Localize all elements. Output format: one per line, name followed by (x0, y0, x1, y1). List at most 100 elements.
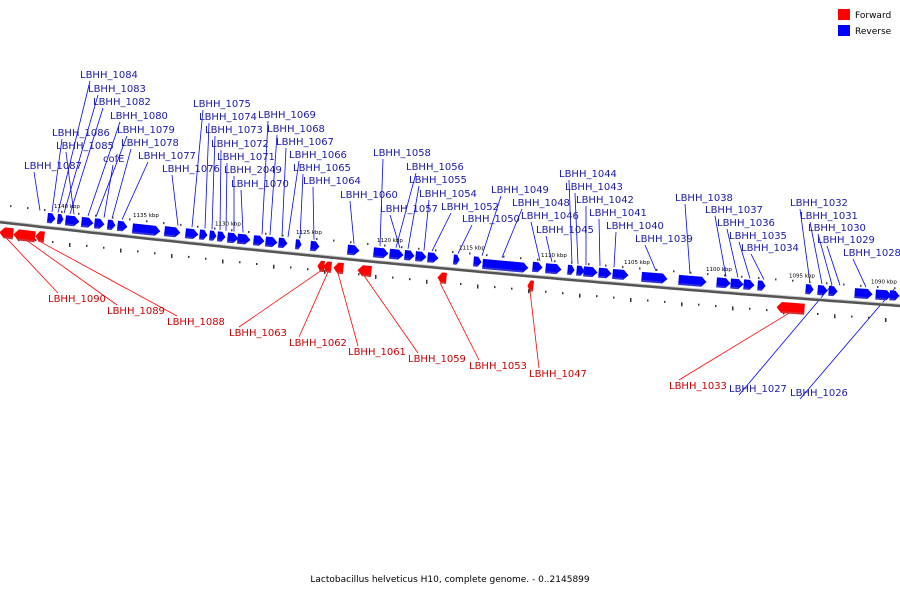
gene-label[interactable]: LBHH_1079 (117, 125, 175, 136)
gene-label[interactable]: LBHH_1089 (107, 306, 165, 317)
reverse-gene-arrow[interactable] (184, 228, 199, 240)
gene-label[interactable]: LBHH_1055 (409, 175, 467, 186)
gene-label[interactable]: LBHH_1061 (348, 347, 406, 358)
gene-label[interactable]: LBHH_1076 (162, 164, 220, 175)
gene-label[interactable]: LBHH_1054 (419, 189, 477, 200)
gene-label[interactable]: LBHH_1066 (289, 150, 347, 161)
gene-label[interactable]: LBHH_1058 (373, 148, 431, 159)
reverse-gene-arrow[interactable] (678, 274, 707, 287)
gene-label[interactable]: LBHH_1068 (267, 124, 325, 135)
reverse-gene-arrow[interactable] (415, 251, 427, 262)
gene-label[interactable]: LBHH_1072 (211, 139, 269, 150)
reverse-gene-arrow[interactable] (80, 216, 94, 228)
forward-gene-arrow[interactable] (437, 272, 447, 284)
gene-label[interactable]: LBHH_1035 (729, 231, 787, 242)
reverse-gene-arrow[interactable] (854, 288, 873, 299)
gene-label[interactable]: LBHH_1032 (790, 198, 848, 209)
reverse-gene-arrow[interactable] (730, 278, 744, 290)
gene-label[interactable]: LBHH_1056 (406, 162, 464, 173)
reverse-gene-arrow[interactable] (743, 279, 755, 290)
gene-label[interactable]: LBHH_1038 (675, 193, 733, 204)
gene-label[interactable]: LBHH_1080 (110, 111, 168, 122)
gene-label[interactable]: LBHH_1059 (408, 354, 466, 365)
reverse-gene-arrow[interactable] (56, 213, 64, 225)
gene-label[interactable]: LBHH_1086 (52, 128, 110, 139)
gene-label[interactable]: LBHH_1060 (340, 190, 398, 201)
reverse-gene-arrow[interactable] (427, 252, 439, 263)
forward-gene-arrow[interactable] (527, 280, 534, 292)
gene-label[interactable]: LBHH_1029 (817, 235, 875, 246)
reverse-gene-arrow[interactable] (264, 236, 278, 248)
reverse-gene-arrow[interactable] (64, 215, 80, 227)
gene-label[interactable]: LBHH_1030 (808, 223, 866, 234)
gene-label[interactable]: LBHH_1088 (167, 317, 225, 328)
reverse-gene-arrow[interactable] (252, 235, 265, 246)
reverse-gene-arrow[interactable] (93, 218, 105, 229)
reverse-gene-arrow[interactable] (216, 231, 226, 242)
reverse-gene-arrow[interactable] (404, 250, 415, 261)
reverse-gene-arrow[interactable] (545, 263, 562, 275)
gene-label[interactable]: LBHH_1083 (88, 84, 146, 95)
gene-label[interactable]: cofE (103, 154, 124, 165)
gene-label[interactable]: LBHH_1037 (705, 205, 763, 216)
reverse-gene-arrow[interactable] (641, 271, 668, 284)
reverse-gene-arrow[interactable] (598, 267, 612, 279)
reverse-gene-arrow[interactable] (567, 264, 575, 276)
gene-label[interactable]: LBHH_1067 (276, 137, 334, 148)
reverse-gene-arrow[interactable] (828, 285, 838, 297)
gene-label[interactable]: LBHH_2049 (224, 165, 282, 176)
reverse-gene-arrow[interactable] (373, 247, 389, 259)
forward-gene-arrow[interactable] (776, 302, 805, 315)
gene-label[interactable]: LBHH_1085 (56, 141, 114, 152)
gene-label[interactable]: LBHH_1040 (606, 221, 664, 232)
gene-label[interactable]: LBHH_1053 (469, 361, 527, 372)
reverse-gene-arrow[interactable] (131, 223, 161, 236)
reverse-gene-arrow[interactable] (116, 220, 128, 232)
reverse-gene-arrow[interactable] (583, 266, 598, 278)
reverse-gene-arrow[interactable] (163, 226, 181, 238)
gene-label[interactable]: LBHH_1042 (576, 195, 634, 206)
forward-gene-arrow[interactable] (13, 229, 36, 243)
gene-label[interactable]: LBHH_1039 (635, 234, 693, 245)
forward-gene-arrow[interactable] (317, 260, 325, 273)
forward-gene-arrow[interactable] (35, 231, 45, 243)
forward-gene-arrow[interactable] (333, 262, 344, 275)
forward-gene-arrow[interactable] (357, 265, 372, 278)
reverse-gene-arrow[interactable] (347, 244, 360, 256)
gene-label[interactable]: LBHH_1049 (491, 185, 549, 196)
gene-label[interactable]: LBHH_1028 (843, 248, 900, 259)
gene-label[interactable]: LBHH_1052 (441, 202, 499, 213)
reverse-gene-arrow[interactable] (473, 256, 482, 267)
gene-label[interactable]: LBHH_1046 (521, 211, 579, 222)
forward-gene-arrow[interactable] (323, 261, 332, 273)
gene-label[interactable]: LBHH_1074 (199, 112, 257, 123)
gene-label[interactable]: LBHH_1034 (741, 243, 799, 254)
gene-label[interactable]: LBHH_1045 (536, 225, 594, 236)
gene-label[interactable]: LBHH_1064 (303, 176, 361, 187)
gene-label[interactable]: LBHH_1026 (790, 388, 848, 399)
gene-label[interactable]: LBHH_1075 (193, 99, 251, 110)
gene-label[interactable]: LBHH_1027 (729, 384, 787, 395)
gene-label[interactable]: LBHH_1050 (462, 214, 520, 225)
reverse-gene-arrow[interactable] (875, 289, 892, 301)
gene-label[interactable]: LBHH_1041 (589, 208, 647, 219)
gene-label[interactable]: LBHH_1087 (24, 161, 82, 172)
reverse-gene-arrow[interactable] (757, 280, 766, 291)
reverse-gene-arrow[interactable] (576, 265, 585, 277)
gene-label[interactable]: LBHH_1048 (512, 198, 570, 209)
reverse-gene-arrow[interactable] (482, 258, 529, 273)
gene-label[interactable]: LBHH_1047 (529, 369, 587, 380)
reverse-gene-arrow[interactable] (106, 219, 116, 231)
gene-label[interactable]: LBHH_1036 (717, 218, 775, 229)
reverse-gene-arrow[interactable] (310, 240, 320, 252)
gene-label[interactable]: LBHH_1033 (669, 381, 727, 392)
gene-label[interactable]: LBHH_1082 (93, 97, 151, 108)
gene-label[interactable]: LBHH_1078 (121, 138, 179, 149)
gene-label[interactable]: LBHH_1031 (800, 211, 858, 222)
gene-label[interactable]: LBHH_1043 (565, 182, 623, 193)
gene-label[interactable]: LBHH_1077 (138, 151, 196, 162)
gene-label[interactable]: LBHH_1069 (258, 110, 316, 121)
gene-label[interactable]: LBHH_1084 (80, 70, 138, 81)
reverse-gene-arrow[interactable] (295, 239, 302, 250)
reverse-gene-arrow[interactable] (277, 237, 288, 249)
